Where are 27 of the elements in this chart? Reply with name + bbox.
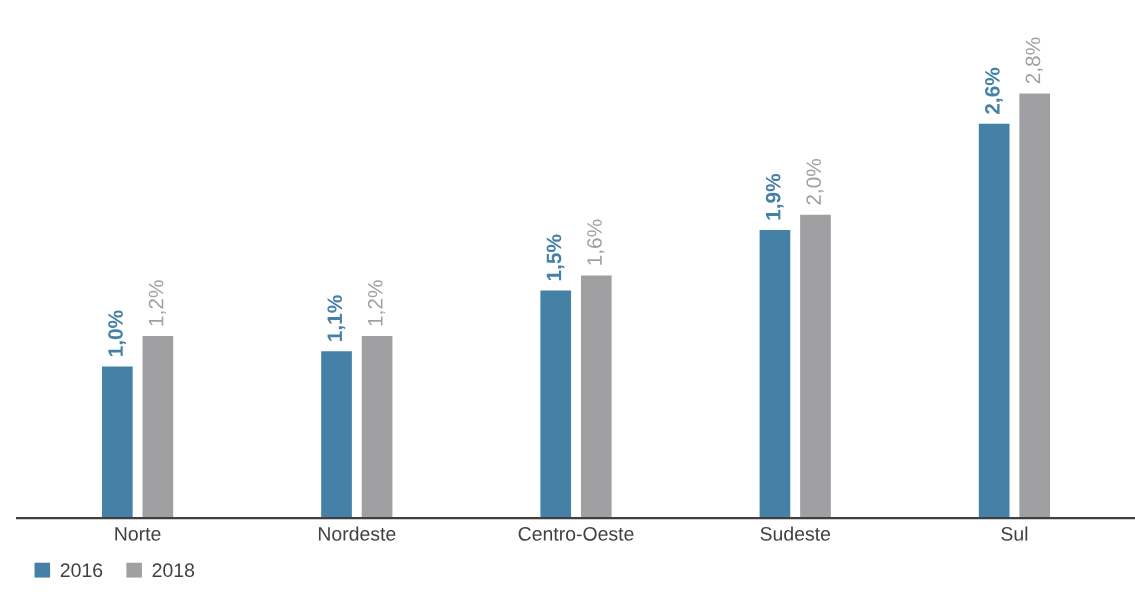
bar — [1019, 93, 1051, 519]
data-label: 2,8% — [1025, 37, 1043, 84]
legend-label: 2018 — [152, 563, 195, 578]
data-label: 1,1% — [327, 295, 346, 341]
x-tick-label: Sul — [1001, 526, 1028, 541]
x-tick-label: Nordeste — [318, 526, 396, 541]
data-label: 1,2% — [148, 280, 166, 326]
legend-label: 2016 — [60, 563, 103, 578]
x-tick-label: Sudeste — [760, 526, 831, 541]
data-label: 2,6% — [985, 67, 1003, 114]
bar — [321, 351, 352, 519]
bar — [361, 336, 393, 519]
bar — [101, 366, 133, 519]
bar — [142, 336, 174, 519]
data-label: 1,5% — [546, 234, 565, 281]
bar — [580, 275, 612, 519]
bar — [978, 123, 1010, 519]
bar — [759, 229, 791, 519]
data-label: 1,2% — [367, 280, 386, 326]
x-tick-label: Centro-Oeste — [518, 526, 634, 541]
bar — [540, 290, 572, 519]
data-label: 1,0% — [108, 310, 126, 357]
x-tick-label: Norte — [115, 527, 161, 541]
data-label: 1,6% — [587, 219, 605, 265]
data-label: 1,9% — [765, 173, 784, 220]
bar — [800, 214, 831, 519]
data-label: 2,0% — [806, 158, 824, 205]
